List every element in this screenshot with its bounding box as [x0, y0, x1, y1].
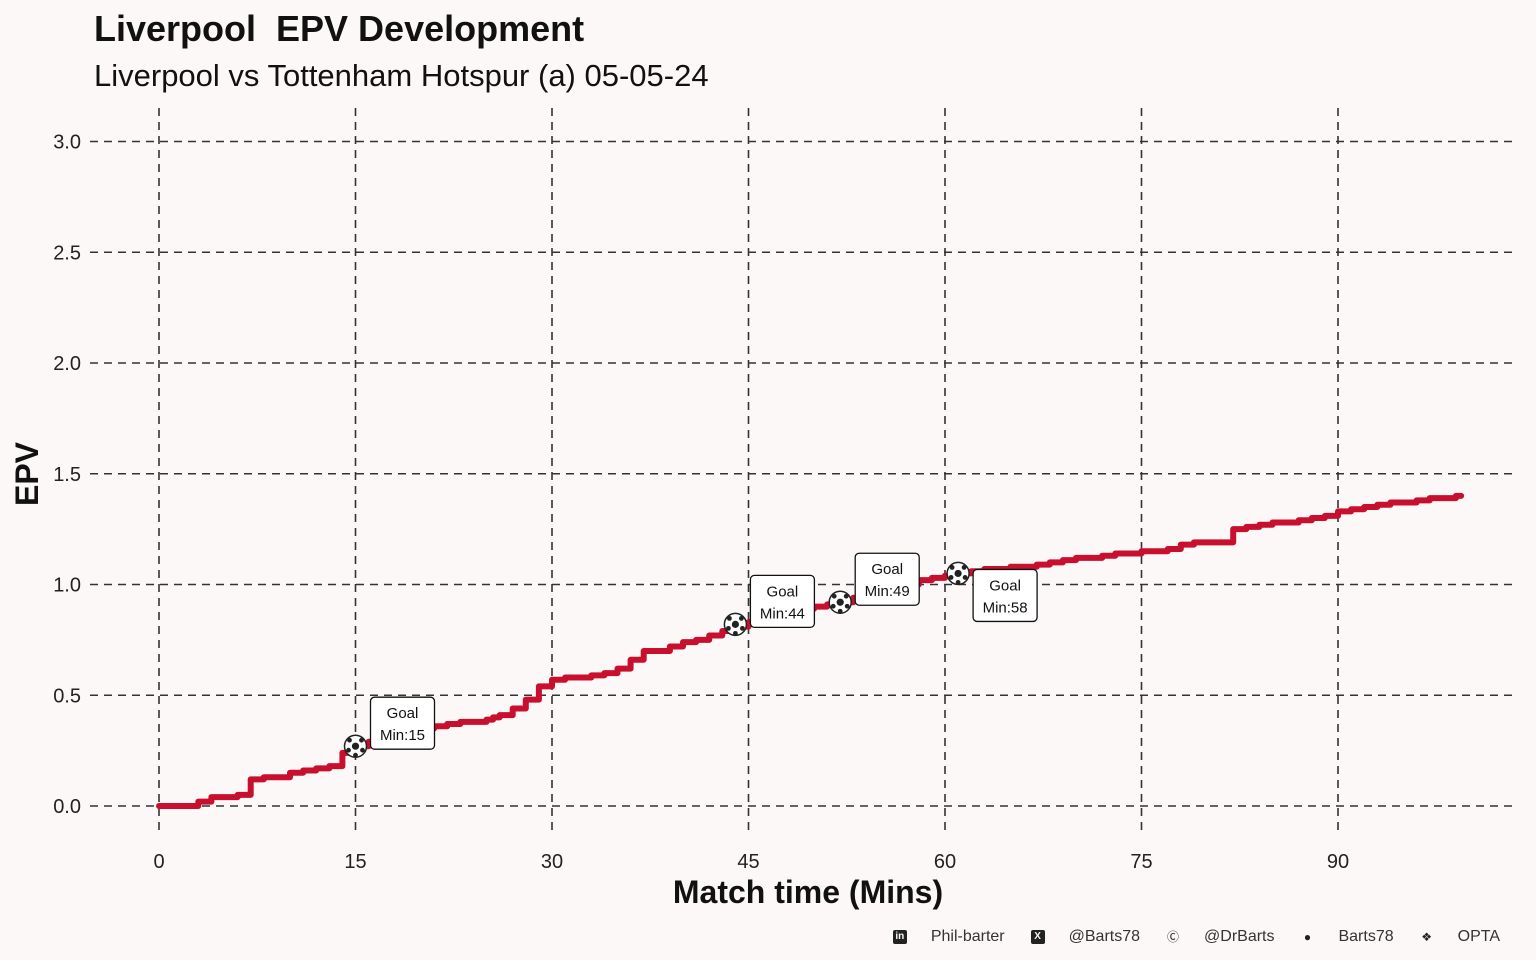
football-patch [831, 593, 837, 599]
football-patch [844, 603, 850, 609]
football-patch [353, 752, 358, 758]
y-tick-label: 1.0 [53, 575, 81, 597]
footer-item-x[interactable]: X @Barts78 [1030, 928, 1141, 946]
epv-series-line [156, 492, 1465, 809]
footer-text-linkedin: Phil-barter [930, 928, 1005, 945]
mastodon-icon: Ⓒ [1167, 930, 1180, 944]
goal-label: Goal Min:58 [972, 568, 1038, 623]
football-patch [961, 565, 967, 570]
goal-marker [828, 590, 852, 614]
x-tick-label: 90 [1327, 851, 1349, 873]
football-patch [733, 630, 738, 636]
goal-label: Goal Min:15 [369, 696, 436, 750]
goal-label-box [972, 568, 1038, 623]
chart-subtitle: Liverpool vs Tottenham Hotspur (a) 05-05… [94, 58, 709, 93]
goal-label-box [749, 574, 816, 629]
linkedin-icon: in [892, 930, 907, 944]
football-patch [727, 615, 732, 621]
y-axis-ticks: 0.0 0.5 1.0 1.5 2.0 2.5 3.0 [53, 132, 81, 819]
y-tick-label: 3.0 [53, 132, 81, 154]
footer-text-mastodon: @DrBarts [1204, 928, 1275, 945]
annotations-layer: Goal Min:15 Goal Min:44 Goal Min:49 Goal Min:58 [343, 552, 1038, 758]
footer-item-github[interactable]: ● Barts78 [1300, 928, 1394, 946]
football-patch [347, 737, 352, 743]
x-tick-label: 15 [344, 851, 366, 873]
goal-label-title: Goal [387, 705, 419, 722]
football-patch [955, 580, 961, 585]
x-axis-ticks: 0 15 30 45 60 75 90 [153, 851, 1349, 873]
football-patch [739, 615, 744, 621]
goal-label-box [369, 696, 436, 750]
y-axis-title: EPV [9, 441, 45, 506]
dropbox-icon: ❖ [1421, 930, 1432, 944]
football-patch [843, 593, 849, 599]
goal-label: Goal Min:49 [854, 552, 920, 606]
football-patch [360, 747, 365, 753]
x-tick-label: 45 [737, 851, 759, 873]
grid-lines [90, 108, 1515, 836]
footer-text-github: Barts78 [1338, 928, 1394, 945]
football-patch [731, 620, 740, 628]
goal-label-minute: Min:49 [865, 583, 910, 600]
goal-label-box [854, 552, 920, 606]
y-tick-label: 2.5 [53, 242, 81, 264]
x-tick-label: 0 [153, 851, 164, 873]
x-axis-title: Match time (Mins) [673, 874, 943, 910]
footer-item-dropbox[interactable]: ❖ OPTA [1420, 928, 1500, 946]
series-layer [156, 492, 1465, 809]
y-tick-label: 0.5 [53, 685, 81, 707]
goal-label-title: Goal [767, 583, 799, 600]
football-patch [740, 625, 745, 631]
goal-label-title: Goal [871, 561, 903, 578]
goal-label-minute: Min:44 [760, 605, 805, 622]
chart-title: Liverpool EPV Development [94, 8, 585, 49]
goal-marker [723, 612, 748, 637]
goal-label-title: Goal [989, 577, 1021, 594]
goal-marker [946, 561, 970, 586]
footer-item-linkedin[interactable]: in Phil-barter [892, 928, 1005, 946]
football-patch [346, 747, 351, 753]
football-patch [837, 608, 843, 614]
football-patch [954, 569, 962, 578]
goal-marker [343, 734, 368, 758]
y-tick-label: 2.0 [53, 353, 81, 375]
x-tick-label: 60 [934, 851, 956, 873]
footer-item-mastodon[interactable]: Ⓒ @DrBarts [1166, 928, 1274, 946]
x-tick-label: 75 [1130, 851, 1152, 873]
github-icon: ● [1303, 930, 1312, 944]
football-patch [962, 575, 968, 580]
x-twitter-icon: X [1030, 930, 1045, 944]
football-patch [351, 742, 360, 750]
football-patch [359, 737, 364, 743]
x-tick-label: 30 [541, 851, 563, 873]
footer-text-dropbox: OPTA [1457, 928, 1500, 945]
footer-credits: in Phil-barter X @Barts78 Ⓒ @DrBarts ● B… [867, 928, 1500, 946]
goal-label-minute: Min:15 [380, 727, 425, 744]
footer-text-x: @Barts78 [1068, 928, 1141, 945]
football-patch [726, 625, 731, 631]
football-patch [836, 598, 844, 606]
y-tick-label: 1.5 [53, 464, 81, 486]
y-tick-label: 0.0 [53, 796, 81, 818]
football-patch [949, 565, 955, 570]
football-patch [830, 603, 836, 609]
goal-label-minute: Min:58 [983, 599, 1028, 616]
goal-label: Goal Min:44 [749, 574, 816, 629]
football-patch [948, 575, 954, 580]
